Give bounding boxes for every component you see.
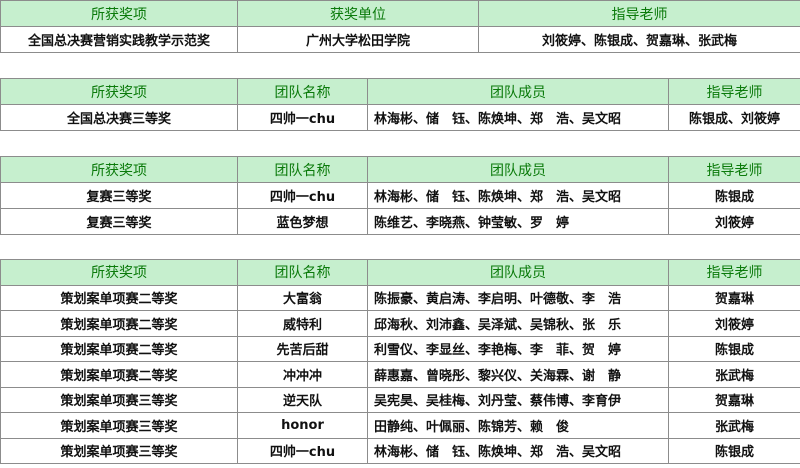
table-row: 策划案单项赛二等奖 冲冲冲 薛惠嘉、曾晓彤、黎兴仪、关海霖、谢 静张武梅 — [0, 361, 800, 388]
table-row: 复赛三等奖 蓝色梦想 陈维艺、李晓燕、钟莹敏、罗 婷刘筱婷 — [0, 208, 800, 235]
table-row: 策划案单项赛三等奖 honor 田静纯、叶佩丽、陈锦芳、赖 俊张武梅 — [0, 412, 800, 439]
award-cell: 策划案单项赛二等奖 — [0, 310, 238, 337]
advisor-cell: 刘筱婷 — [668, 208, 800, 235]
team-name-cell: honor — [237, 412, 368, 439]
semifinal-table: 所获奖项 团队名称 团队成员 指导老师 复赛三等奖 四帅一chu 林海彬、储 钰、陈焕坤、郑… — [0, 156, 800, 235]
advisor-cell: 张武梅 — [668, 412, 800, 439]
team-name-cell: 先苦后甜 — [237, 335, 368, 362]
header-advisor: 指导老师 — [668, 78, 800, 105]
header-team-name: 团队名称 — [237, 78, 368, 105]
award-cell: 全国总决赛三等奖 — [0, 104, 238, 131]
unit-cell: 广州大学松田学院 — [237, 26, 479, 53]
members-cell: 陈振豪、黄启涛、李启明、叶德敬、李 浩 — [367, 284, 669, 311]
team-name-cell: 威特利 — [237, 310, 368, 337]
header-award: 所获奖项 — [0, 78, 238, 105]
team-name-cell: 四帅一chu — [237, 437, 368, 464]
team-name-cell: 冲冲冲 — [237, 361, 368, 388]
advisor-cell: 陈银成 — [668, 182, 800, 209]
award-cell: 策划案单项赛二等奖 — [0, 335, 238, 362]
table-header-row: 所获奖项 获奖单位 指导老师 — [0, 0, 800, 27]
award-cell: 策划案单项赛三等奖 — [0, 412, 238, 439]
award-cell: 策划案单项赛二等奖 — [0, 361, 238, 388]
header-advisor: 指导老师 — [668, 156, 800, 183]
header-advisor: 指导老师 — [478, 0, 800, 27]
header-members: 团队成员 — [367, 156, 669, 183]
advisor-cell: 贺嘉琳 — [668, 386, 800, 413]
members-cell: 薛惠嘉、曾晓彤、黎兴仪、关海霖、谢 静 — [367, 361, 669, 388]
team-name-cell: 四帅一chu — [237, 104, 368, 131]
header-advisor: 指导老师 — [668, 259, 800, 286]
members-cell: 利雪仪、李显丝、李艳梅、李 菲、贺 婷 — [367, 335, 669, 362]
members-cell: 林海彬、储 钰、陈焕坤、郑 浩、吴文昭 — [367, 182, 669, 209]
planning-single-event-table: 所获奖项 团队名称 团队成员 指导老师 策划案单项赛二等奖 大富翁 陈振豪、黄启涛、李启明、… — [0, 259, 800, 464]
advisor-cell: 陈银成 — [668, 335, 800, 362]
award-cell: 策划案单项赛三等奖 — [0, 386, 238, 413]
table-row: 全国总决赛营销实践教学示范奖 广州大学松田学院 刘筱婷、陈银成、贺嘉琳、张武梅 — [0, 26, 800, 53]
team-name-cell: 大富翁 — [237, 284, 368, 311]
members-cell: 陈维艺、李晓燕、钟莹敏、罗 婷 — [367, 208, 669, 235]
award-cell: 复赛三等奖 — [0, 182, 238, 209]
table-header-row: 所获奖项 团队名称 团队成员 指导老师 — [0, 259, 800, 286]
national-final-table: 所获奖项 团队名称 团队成员 指导老师 全国总决赛三等奖 四帅一chu 林海彬、储 钰、陈焕… — [0, 78, 800, 131]
table-row: 全国总决赛三等奖 四帅一chu 林海彬、储 钰、陈焕坤、郑 浩、吴文昭 陈银成、刘筱婷 — [0, 104, 800, 131]
advisor-cell: 陈银成 — [668, 437, 800, 464]
team-name-cell: 四帅一chu — [237, 182, 368, 209]
table-header-row: 所获奖项 团队名称 团队成员 指导老师 — [0, 156, 800, 183]
header-team-name: 团队名称 — [237, 156, 368, 183]
table-row: 策划案单项赛三等奖 四帅一chu 林海彬、储 钰、陈焕坤、郑 浩、吴文昭 陈银成 — [0, 437, 800, 464]
advisor-cell: 刘筱婷、陈银成、贺嘉琳、张武梅 — [478, 26, 800, 53]
members-cell: 吴宪昊、吴桂梅、刘丹莹、蔡伟博、李育伊 — [367, 386, 669, 413]
table-row: 复赛三等奖 四帅一chu 林海彬、储 钰、陈焕坤、郑 浩、吴文昭 陈银成 — [0, 182, 800, 209]
team-name-cell: 逆天队 — [237, 386, 368, 413]
header-award: 所获奖项 — [0, 156, 238, 183]
members-cell: 林海彬、储 钰、陈焕坤、郑 浩、吴文昭 — [367, 104, 669, 131]
table-row: 策划案单项赛二等奖 先苦后甜 利雪仪、李显丝、李艳梅、李 菲、贺 婷陈银成 — [0, 335, 800, 362]
award-cell: 策划案单项赛二等奖 — [0, 284, 238, 311]
advisor-cell: 张武梅 — [668, 361, 800, 388]
table-row: 策划案单项赛二等奖 威特利 邱海秋、刘沛鑫、吴泽斌、吴锦秋、张 乐刘筱婷 — [0, 310, 800, 337]
award-unit-table: 所获奖项 获奖单位 指导老师 全国总决赛营销实践教学示范奖 广州大学松田学院 刘… — [0, 0, 800, 53]
award-cell: 全国总决赛营销实践教学示范奖 — [0, 26, 238, 53]
header-award: 所获奖项 — [0, 0, 238, 27]
award-cell: 复赛三等奖 — [0, 208, 238, 235]
members-cell: 田静纯、叶佩丽、陈锦芳、赖 俊 — [367, 412, 669, 439]
advisor-cell: 贺嘉琳 — [668, 284, 800, 311]
header-unit: 获奖单位 — [237, 0, 479, 27]
members-cell: 林海彬、储 钰、陈焕坤、郑 浩、吴文昭 — [367, 437, 669, 464]
advisor-cell: 陈银成、刘筱婷 — [668, 104, 800, 131]
award-cell: 策划案单项赛三等奖 — [0, 437, 238, 464]
table-row: 策划案单项赛二等奖 大富翁 陈振豪、黄启涛、李启明、叶德敬、李 浩贺嘉琳 — [0, 284, 800, 311]
table-header-row: 所获奖项 团队名称 团队成员 指导老师 — [0, 78, 800, 105]
header-award: 所获奖项 — [0, 259, 238, 286]
header-team-name: 团队名称 — [237, 259, 368, 286]
members-cell: 邱海秋、刘沛鑫、吴泽斌、吴锦秋、张 乐 — [367, 310, 669, 337]
header-members: 团队成员 — [367, 259, 669, 286]
header-members: 团队成员 — [367, 78, 669, 105]
table-row: 策划案单项赛三等奖 逆天队 吴宪昊、吴桂梅、刘丹莹、蔡伟博、李育伊 贺嘉琳 — [0, 386, 800, 413]
advisor-cell: 刘筱婷 — [668, 310, 800, 337]
team-name-cell: 蓝色梦想 — [237, 208, 368, 235]
